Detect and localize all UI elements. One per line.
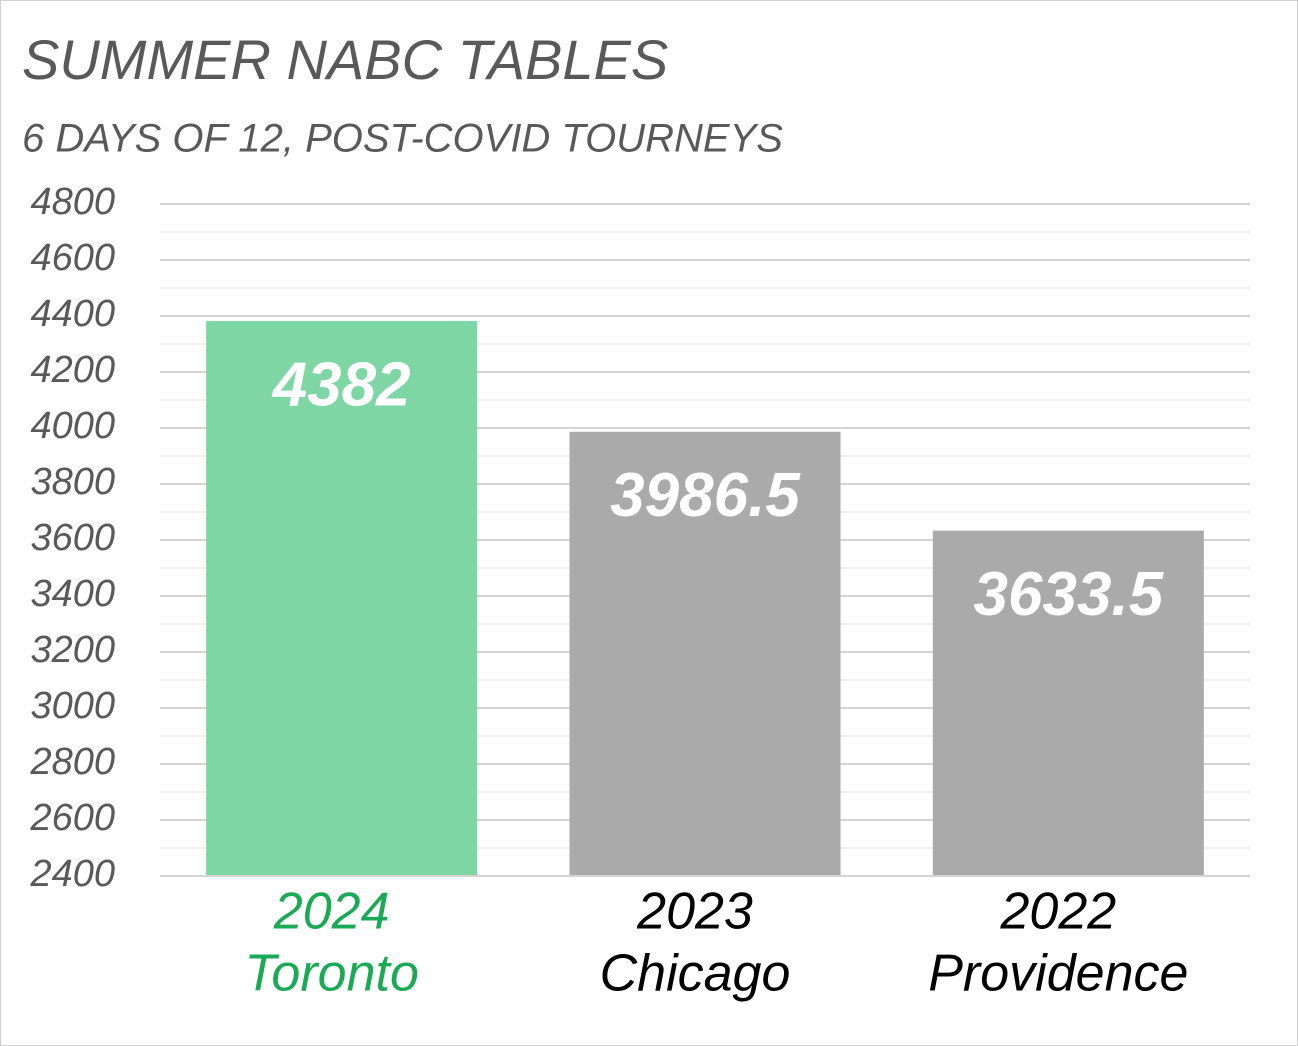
data-label: 3633.5 (974, 560, 1165, 629)
y-tick-label: 4400 (30, 293, 115, 335)
y-tick-label: 2600 (29, 797, 115, 839)
y-tick-label: 4600 (30, 237, 115, 279)
y-tick-label: 3200 (30, 629, 115, 671)
chart-subtitle: 6 DAYS OF 12, POST-COVID TOURNEYS (22, 117, 783, 161)
data-label: 3986.5 (610, 461, 801, 530)
x-tick-label: 2023 (636, 883, 753, 941)
x-tick-label: 2022 (999, 883, 1116, 941)
y-tick-label: 2400 (29, 853, 115, 895)
bar (932, 530, 1204, 876)
y-tick-label: 2800 (29, 741, 115, 783)
y-tick-label: 4200 (30, 349, 115, 391)
y-tick-label: 3000 (30, 685, 115, 727)
y-tick-label: 3800 (30, 461, 115, 503)
x-tick-label: Chicago (600, 945, 791, 1003)
y-tick-label: 3400 (30, 573, 115, 615)
chart-title: SUMMER NABC TABLES (22, 28, 668, 91)
y-tick-label: 3600 (30, 517, 115, 559)
data-label: 4382 (271, 350, 411, 419)
x-tick-label: 2024 (273, 883, 390, 941)
x-tick-label: Toronto (244, 945, 418, 1003)
x-tick-label: Providence (928, 945, 1188, 1003)
bar (569, 431, 841, 876)
y-tick-label: 4800 (30, 181, 115, 223)
y-tick-label: 4000 (30, 405, 115, 447)
bar (206, 321, 478, 876)
